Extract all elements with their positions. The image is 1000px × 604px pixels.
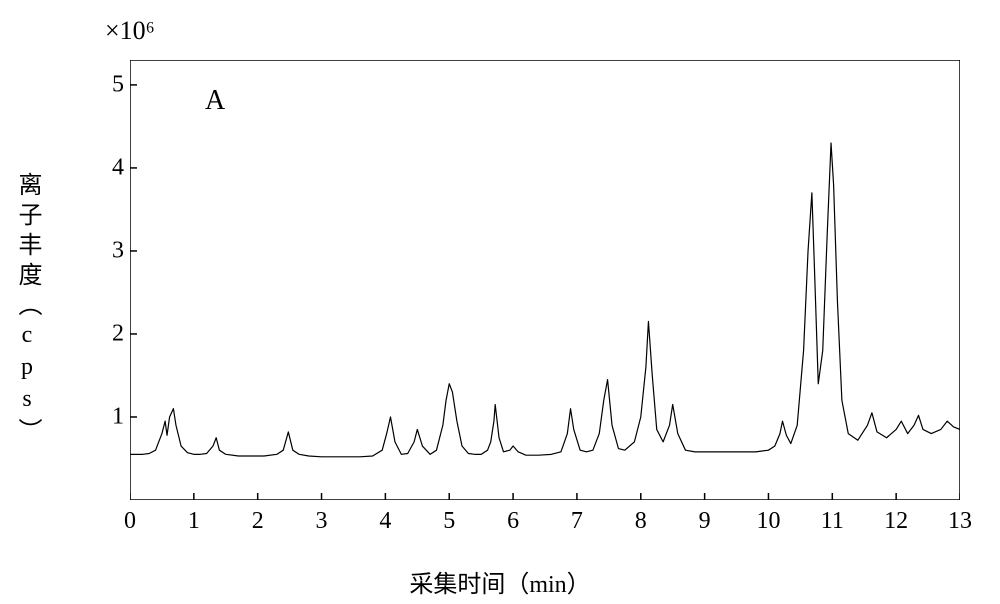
x-axis-title: 采集时间（min） xyxy=(0,564,1000,599)
x-tick-label: 9 xyxy=(699,508,711,535)
x-tick-label: 10 xyxy=(756,508,780,535)
x-tick-label: 4 xyxy=(379,508,391,535)
y-axis-title: 离子丰度（cps） xyxy=(10,140,45,480)
x-tick-label: 5 xyxy=(443,508,455,535)
x-tick-label: 11 xyxy=(821,508,844,535)
x-tick-label: 3 xyxy=(316,508,328,535)
x-tick-label: 6 xyxy=(507,508,519,535)
x-tick-label: 12 xyxy=(884,508,908,535)
y-tick-label: 4 xyxy=(100,154,124,181)
chart-svg xyxy=(130,60,960,500)
x-tick-label: 0 xyxy=(124,508,136,535)
plot-area xyxy=(130,60,960,500)
y-tick-label: 5 xyxy=(100,71,124,98)
y-tick-label: 2 xyxy=(100,320,124,347)
chromatogram-trace xyxy=(130,143,960,457)
y-axis-exponent: ×10⁶ xyxy=(105,16,155,46)
y-tick-label: 3 xyxy=(100,237,124,264)
x-tick-label: 7 xyxy=(571,508,583,535)
x-tick-label: 8 xyxy=(635,508,647,535)
plot-border xyxy=(130,60,960,500)
y-tick-label: 1 xyxy=(100,403,124,430)
x-tick-label: 2 xyxy=(252,508,264,535)
x-tick-label: 1 xyxy=(188,508,200,535)
x-tick-label: 13 xyxy=(948,508,972,535)
